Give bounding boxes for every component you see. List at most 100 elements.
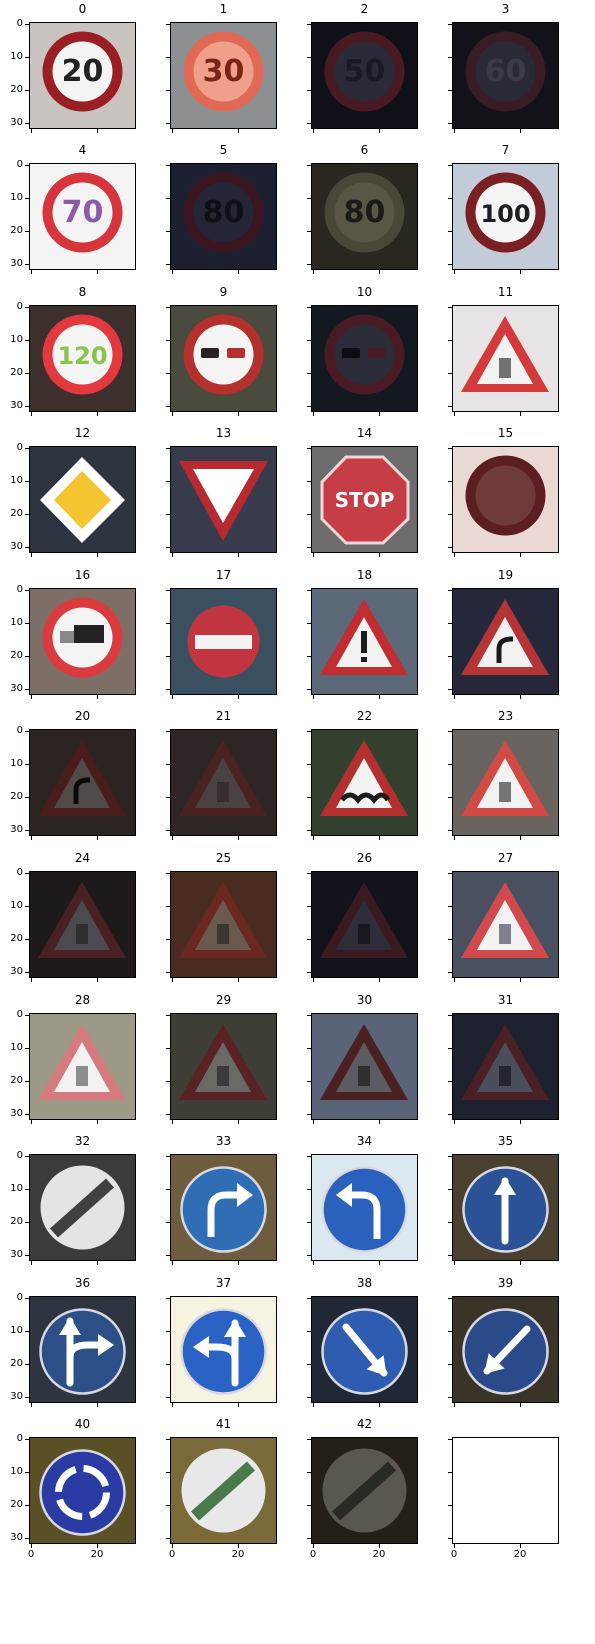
sign-panel: 38: [307, 1276, 418, 1407]
x-tick: [238, 1403, 239, 1407]
y-tick: [166, 264, 170, 265]
y-tick: [25, 231, 29, 232]
y-tick: [307, 873, 311, 874]
y-tick: [166, 623, 170, 624]
sign-text: 60: [485, 54, 527, 89]
panel-title: 22: [356, 709, 373, 723]
panel-title: 20: [74, 709, 91, 723]
priority-road-center-icon: [54, 471, 111, 529]
y-tick-label: 10: [10, 617, 23, 628]
sign-panel: 22: [307, 709, 418, 840]
panel-title: 42: [356, 1417, 373, 1431]
panel-title: 10: [356, 285, 373, 299]
x-tick-label: 20: [372, 1549, 386, 1560]
x-tick-label: 20: [231, 1549, 245, 1560]
x-tick: [520, 978, 521, 982]
y-tick: [25, 830, 29, 831]
y-tick: [448, 1015, 452, 1016]
y-tick: [448, 590, 452, 591]
sign-thumbnail: [453, 872, 558, 977]
y-tick: [448, 764, 452, 765]
sign-thumbnail: [171, 1297, 276, 1402]
sign-panel: 18: [307, 568, 418, 699]
arrow-head-icon: [494, 1177, 516, 1195]
y-tick: [25, 1538, 29, 1539]
y-tick: [25, 373, 29, 374]
y-tick-label: 10: [10, 334, 23, 345]
sign-panel: 39: [448, 1276, 559, 1407]
y-tick-label: 30: [10, 1532, 23, 1543]
sign-image: [452, 1013, 559, 1120]
sign-panel: 9: [166, 285, 277, 416]
sign-image: [29, 1437, 136, 1544]
sign-image: [170, 729, 277, 836]
y-tick: [307, 1505, 311, 1506]
y-tick-label: 10: [10, 1183, 23, 1194]
y-tick: [166, 1081, 170, 1082]
sign-image: [452, 1437, 559, 1544]
x-tick: [313, 1403, 314, 1407]
x-tick: [520, 129, 521, 133]
panel-title: 0: [78, 2, 87, 16]
sign-image: [170, 1154, 277, 1261]
arrow-head-icon: [193, 1336, 209, 1358]
panel-title: 3: [501, 2, 510, 16]
y-tick: [166, 1114, 170, 1115]
y-tick-label: 20: [10, 791, 23, 802]
sign-panel: 6 80: [307, 143, 418, 274]
sign-image: [311, 588, 418, 695]
y-tick: [25, 198, 29, 199]
sign-thumbnail: [453, 1438, 558, 1543]
x-tick: [313, 553, 314, 557]
y-tick: [307, 231, 311, 232]
y-tick: [448, 448, 452, 449]
y-tick: [448, 1081, 452, 1082]
y-tick: [25, 1439, 29, 1440]
y-tick: [307, 1189, 311, 1190]
sign-panel: 33: [166, 1134, 277, 1265]
sign-image: [170, 871, 277, 978]
arrow-head-icon: [59, 1317, 81, 1335]
y-tick: [25, 906, 29, 907]
sign-image: [311, 305, 418, 412]
y-tick: [166, 1015, 170, 1016]
sign-panel: 1 30: [166, 2, 277, 133]
x-tick: [313, 129, 314, 133]
sign-thumbnail: [171, 447, 276, 552]
panel-title: 16: [74, 568, 91, 582]
x-tick-label: 0: [27, 1549, 35, 1560]
y-tick: [166, 1397, 170, 1398]
x-tick: [97, 978, 98, 982]
y-tick: [307, 123, 311, 124]
y-tick: [307, 1015, 311, 1016]
y-tick-label: 0: [16, 301, 23, 312]
y-tick-label: 10: [10, 1042, 23, 1053]
panel-title: 13: [215, 426, 232, 440]
x-tick: [97, 1544, 98, 1548]
panel-title: 32: [74, 1134, 91, 1148]
sign-panel: 17: [166, 568, 277, 699]
y-tick-label: 20: [10, 1499, 23, 1510]
sign-thumbnail: [312, 730, 417, 835]
sign-text: 20: [62, 54, 104, 89]
sign-panel: 16 0 10 20 30: [10, 568, 136, 699]
x-tick: [172, 270, 173, 274]
panel-title: 38: [356, 1276, 373, 1290]
sign-thumbnail: [453, 1155, 558, 1260]
sign-panel: 27: [448, 851, 559, 982]
sign-image: 60: [452, 22, 559, 129]
y-tick-label: 10: [10, 475, 23, 486]
y-tick: [25, 1364, 29, 1365]
sign-panel: 11: [448, 285, 559, 416]
sign-panel: 4 70 0 10 20 30: [10, 143, 136, 274]
y-tick: [166, 590, 170, 591]
arrow-head-icon: [98, 1334, 114, 1356]
panel-title: 4: [78, 143, 87, 157]
y-tick-label: 30: [10, 1249, 23, 1260]
y-tick-label: 0: [16, 159, 23, 170]
sign-thumbnail: 50: [312, 23, 417, 128]
y-tick-label: 0: [16, 584, 23, 595]
y-tick-label: 20: [10, 84, 23, 95]
sign-image: 100: [452, 163, 559, 270]
y-tick: [307, 165, 311, 166]
